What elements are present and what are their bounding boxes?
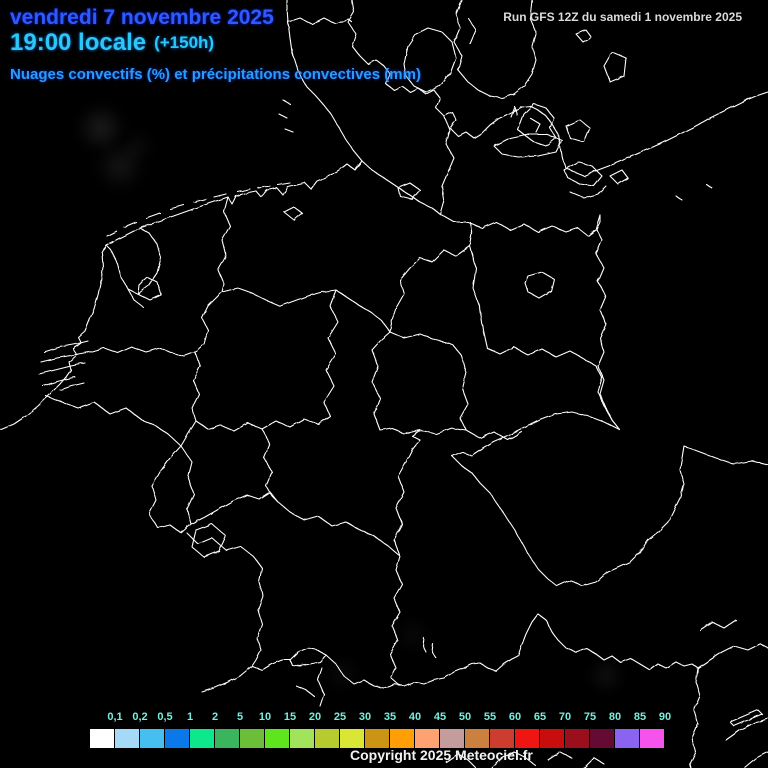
copyright-notice: Copyright 2025 Meteociel.fr xyxy=(350,747,533,763)
forecast-offset: (+150h) xyxy=(154,33,215,52)
forecast-date: vendredi 7 novembre 2025 xyxy=(10,6,274,29)
forecast-time: 19:00 locale (+150h) xyxy=(10,29,214,57)
model-run-info: Run GFS 12Z du samedi 1 novembre 2025 xyxy=(503,10,742,24)
map-parameter-title: Nuages convectifs (%) et précipitations … xyxy=(10,66,421,83)
forecast-time-label: 19:00 locale xyxy=(10,29,147,56)
